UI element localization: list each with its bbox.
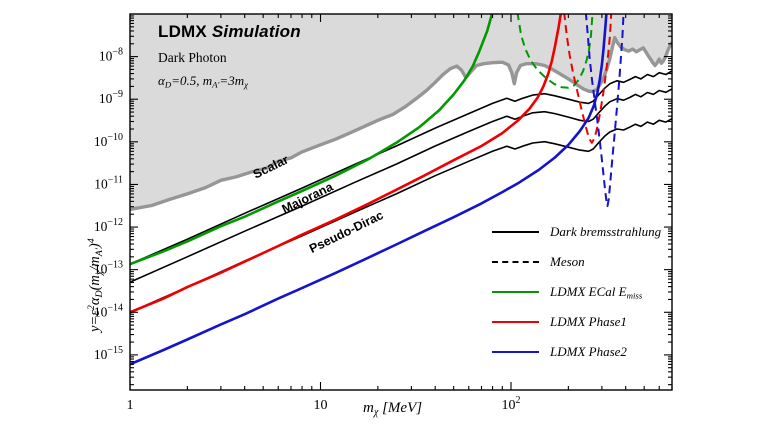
legend-line-sample-ldmx-phase1 (492, 321, 539, 323)
legend-item-meson: Meson (492, 254, 661, 270)
y-tick-label: 10−15 (94, 345, 123, 362)
legend-item-ldmx-phase1: LDMX Phase1 (492, 314, 661, 330)
curve-ldmx-phase1-meson (563, 14, 613, 144)
legend-label-dark-bremsstrahlung: Dark bremsstrahlung (550, 224, 662, 239)
y-tick-label: 10−8 (99, 47, 123, 64)
legend-line-sample-meson (492, 261, 539, 263)
legend-label-ldmx-ecal-emiss: LDMX ECal Emiss (550, 283, 643, 301)
curve-pseudo-dirac-relic (130, 118, 672, 314)
y-axis-label: y=ε2αD(mχ/mA')4 (86, 238, 105, 332)
legend-item-dark-bremsstrahlung: Dark bremsstrahlung (492, 224, 661, 240)
legend-label-ldmx-phase2: LDMX Phase2 (550, 344, 627, 359)
curve-ldmx-phase2-meson (584, 14, 625, 208)
title-block: LDMX Simulation Dark Photon αD=0.5, mA'=… (158, 22, 301, 90)
y-tick-label: 10−14 (94, 302, 123, 319)
legend-label-ldmx-phase1: LDMX Phase1 (550, 314, 627, 329)
curve-ldmx-phase1 (130, 14, 563, 314)
y-tick-label: 10−9 (99, 89, 123, 106)
plot-subtitle: Dark Photon (158, 50, 227, 65)
curve-ldmx-ecal-emiss (130, 14, 494, 266)
legend: Dark bremsstrahlung Meson LDMX ECal Emiss L… (492, 224, 661, 374)
plot-title: LDMX Simulation (158, 22, 301, 41)
legend-item-ldmx-ecal-emiss: LDMX ECal Emiss (492, 284, 661, 300)
legend-line-sample-ldmx-ecal-emiss (492, 291, 539, 293)
x-tick-label: 102 (502, 395, 521, 413)
y-tick-label: 10−12 (94, 217, 123, 234)
plot-frame (129, 13, 673, 391)
excluded-region-boundary (130, 35, 672, 212)
axis-ticks (129, 14, 673, 390)
legend-line-sample-dark-bremsstrahlung (492, 231, 539, 233)
legend-line-sample-ldmx-phase2 (492, 351, 539, 353)
x-tick-label: 10 (314, 398, 328, 413)
y-tick-label: 10−13 (94, 260, 123, 277)
legend-item-ldmx-phase2: LDMX Phase2 (492, 344, 661, 360)
plot-parameters: αD=0.5, mA'=3mχ (158, 73, 248, 90)
y-tick-label: 10−11 (94, 174, 123, 191)
curve-scalar-relic (130, 70, 672, 265)
curve-majorana-relic (130, 88, 672, 283)
curve-ldmx-phase2 (130, 14, 608, 366)
y-tick-label: 10−10 (94, 132, 123, 149)
x-tick-label: 1 (127, 398, 134, 413)
curve-ldmx-ecal-emiss-meson (516, 14, 594, 89)
legend-label-meson: Meson (550, 254, 585, 269)
plot-area (130, 14, 672, 366)
x-axis-label: mχ [MeV] (363, 400, 423, 419)
